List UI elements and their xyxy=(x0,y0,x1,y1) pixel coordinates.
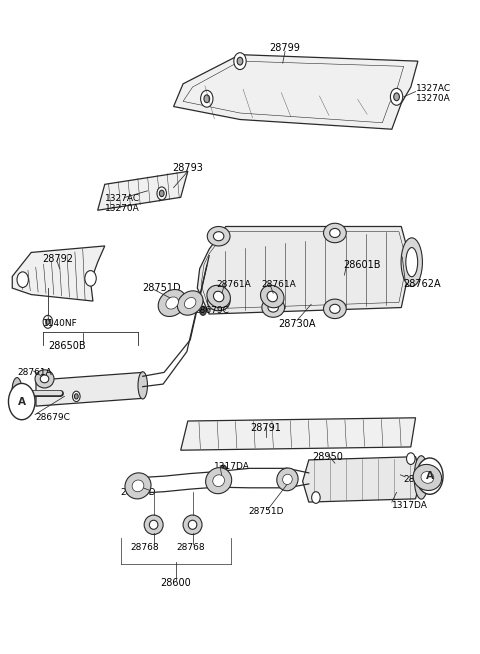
Text: A: A xyxy=(18,396,26,407)
Ellipse shape xyxy=(14,385,19,401)
Text: 28679C: 28679C xyxy=(194,306,229,315)
Ellipse shape xyxy=(158,290,186,317)
Text: 1140NF: 1140NF xyxy=(43,319,78,328)
Text: 28768: 28768 xyxy=(176,543,204,552)
Ellipse shape xyxy=(178,291,203,315)
Text: 28791: 28791 xyxy=(251,422,282,432)
Text: 28600: 28600 xyxy=(161,578,192,588)
Ellipse shape xyxy=(213,475,225,487)
Text: 28792: 28792 xyxy=(42,254,73,264)
Circle shape xyxy=(43,315,53,328)
Text: 28799: 28799 xyxy=(270,43,300,53)
Polygon shape xyxy=(12,246,105,301)
Ellipse shape xyxy=(188,520,197,529)
Text: 28650B: 28650B xyxy=(48,341,85,351)
Ellipse shape xyxy=(144,515,163,534)
Ellipse shape xyxy=(261,285,284,308)
Ellipse shape xyxy=(214,232,224,241)
Ellipse shape xyxy=(330,228,340,237)
Ellipse shape xyxy=(149,520,158,529)
Circle shape xyxy=(200,306,206,315)
Ellipse shape xyxy=(267,291,277,301)
Circle shape xyxy=(234,53,246,69)
Ellipse shape xyxy=(184,298,196,309)
Ellipse shape xyxy=(40,375,49,383)
Polygon shape xyxy=(180,418,416,450)
Circle shape xyxy=(85,271,96,286)
Ellipse shape xyxy=(324,299,346,318)
Text: 28751D: 28751D xyxy=(248,508,284,516)
Ellipse shape xyxy=(406,248,418,277)
Circle shape xyxy=(204,95,210,103)
Circle shape xyxy=(159,190,164,197)
Ellipse shape xyxy=(166,297,179,309)
Ellipse shape xyxy=(418,466,424,489)
Text: 28950: 28950 xyxy=(312,452,343,462)
Text: 28601B: 28601B xyxy=(343,260,381,270)
Circle shape xyxy=(394,93,399,101)
Text: 28761A: 28761A xyxy=(216,281,251,289)
Text: 28751D: 28751D xyxy=(120,488,156,497)
Circle shape xyxy=(72,391,80,402)
Ellipse shape xyxy=(35,370,54,388)
Ellipse shape xyxy=(138,371,147,399)
Polygon shape xyxy=(302,456,421,502)
Circle shape xyxy=(283,468,290,477)
Ellipse shape xyxy=(214,291,224,301)
Ellipse shape xyxy=(205,468,232,494)
Circle shape xyxy=(237,58,243,65)
Polygon shape xyxy=(97,171,188,211)
Text: 28751D: 28751D xyxy=(143,283,181,293)
Ellipse shape xyxy=(12,377,22,409)
Circle shape xyxy=(46,319,50,324)
Ellipse shape xyxy=(207,291,230,311)
Circle shape xyxy=(390,88,403,105)
Text: 28679C: 28679C xyxy=(35,413,70,422)
Circle shape xyxy=(74,394,78,399)
Ellipse shape xyxy=(324,223,346,243)
Circle shape xyxy=(312,492,320,504)
Ellipse shape xyxy=(132,480,144,492)
Ellipse shape xyxy=(207,226,230,246)
Ellipse shape xyxy=(183,515,202,534)
Text: 1327AC
13270A: 1327AC 13270A xyxy=(416,84,451,103)
Circle shape xyxy=(407,453,415,464)
Text: 1317DA: 1317DA xyxy=(392,501,428,510)
Ellipse shape xyxy=(330,304,340,313)
Ellipse shape xyxy=(262,298,285,317)
Ellipse shape xyxy=(268,303,278,312)
Ellipse shape xyxy=(283,474,292,485)
Polygon shape xyxy=(36,372,143,406)
Text: 28762A: 28762A xyxy=(404,279,441,288)
Circle shape xyxy=(17,272,28,288)
Ellipse shape xyxy=(125,473,151,499)
Circle shape xyxy=(157,187,167,200)
Ellipse shape xyxy=(421,472,434,483)
Text: 28793: 28793 xyxy=(172,163,203,173)
Text: A: A xyxy=(426,471,434,481)
Ellipse shape xyxy=(401,238,422,286)
Text: 1327AC
13270A: 1327AC 13270A xyxy=(105,194,140,213)
Text: 28768: 28768 xyxy=(131,543,159,552)
Circle shape xyxy=(417,458,443,494)
Text: 28730A: 28730A xyxy=(278,318,316,329)
Ellipse shape xyxy=(414,456,428,499)
Text: 1317DA: 1317DA xyxy=(214,462,250,471)
Text: 28761A: 28761A xyxy=(261,281,296,289)
Ellipse shape xyxy=(413,464,442,490)
Polygon shape xyxy=(174,55,418,129)
Text: 28751B: 28751B xyxy=(404,475,438,484)
Polygon shape xyxy=(197,226,411,314)
Circle shape xyxy=(220,465,227,474)
Text: 28761A: 28761A xyxy=(17,368,52,377)
Ellipse shape xyxy=(207,285,230,308)
Ellipse shape xyxy=(214,296,224,305)
Circle shape xyxy=(9,383,35,420)
Ellipse shape xyxy=(277,468,298,490)
Circle shape xyxy=(201,90,213,107)
